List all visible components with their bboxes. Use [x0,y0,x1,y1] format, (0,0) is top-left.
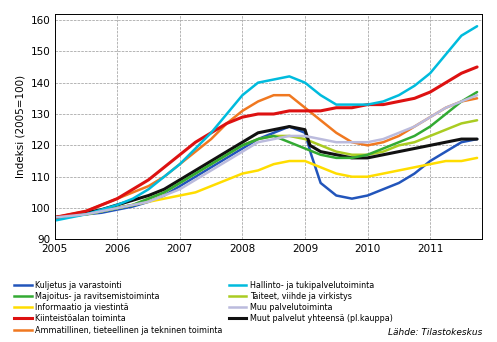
Y-axis label: Indeksi (2005=100): Indeksi (2005=100) [15,75,25,178]
Text: Lähde: Tilastokeskus: Lähde: Tilastokeskus [388,328,482,337]
Legend: Kuljetus ja varastointi, Majoitus- ja ravitsemistoiminta, Informaatio ja viestin: Kuljetus ja varastointi, Majoitus- ja ra… [14,280,393,334]
